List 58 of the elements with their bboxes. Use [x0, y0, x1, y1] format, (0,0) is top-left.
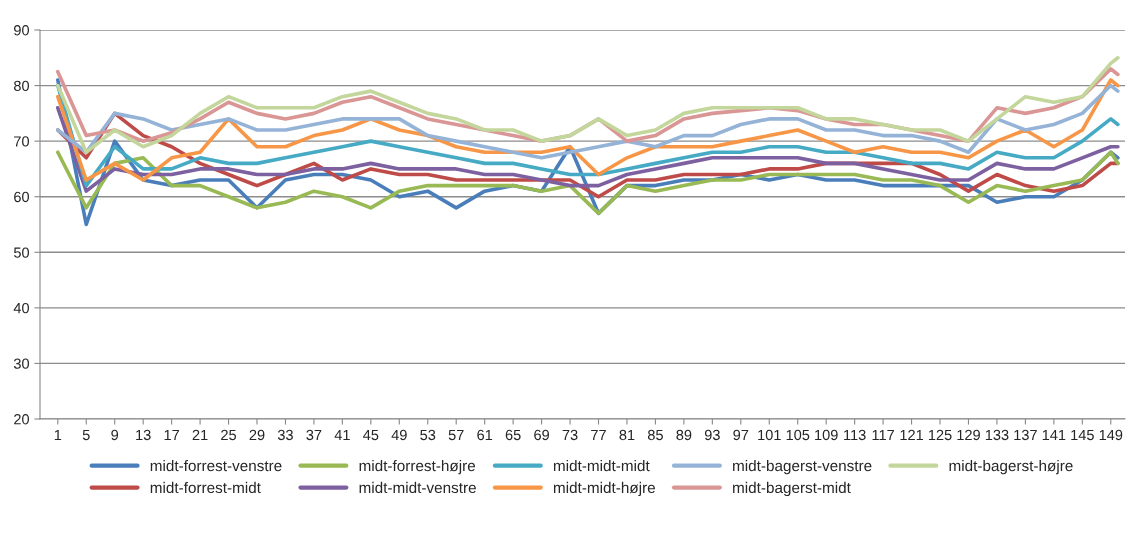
x-tick-label: 37 — [306, 429, 322, 441]
x-tick-label: 73 — [562, 429, 578, 441]
y-tick-label: 20 — [14, 414, 30, 425]
x-tick-label: 97 — [733, 429, 749, 441]
legend-label: midt-midt-venstre — [359, 481, 476, 494]
y-tick-label: 70 — [14, 136, 30, 147]
x-tick-label: 121 — [900, 429, 924, 440]
x-tick-label: 65 — [505, 429, 521, 441]
legend-label: midt-bagerst-midt — [733, 481, 851, 497]
x-tick-label: 77 — [591, 429, 606, 440]
x-tick-label: 1 — [54, 429, 62, 440]
x-tick-label: 17 — [164, 429, 179, 440]
x-tick-label: 81 — [619, 429, 635, 441]
legend-label: midt-forrest-venstre — [150, 459, 282, 472]
x-tick-label: 69 — [534, 429, 550, 441]
x-tick-label: 133 — [985, 429, 1009, 441]
line-series — [55, 55, 1120, 155]
x-tick-label: 53 — [420, 429, 436, 441]
legend-label: midt-forrest-højre — [359, 459, 476, 475]
y-tick-label: 50 — [13, 247, 30, 258]
x-tick-label: 21 — [192, 429, 208, 440]
x-tick-label: 145 — [1071, 429, 1094, 441]
x-tick-label: 57 — [448, 429, 464, 441]
x-tick-label: 33 — [277, 429, 293, 441]
x-tick-label: 109 — [815, 429, 838, 441]
x-tick-label: 149 — [1099, 429, 1123, 441]
y-tick-label: 60 — [14, 191, 30, 203]
x-tick-label: 29 — [249, 429, 265, 441]
x-tick-label: 85 — [647, 429, 663, 441]
x-tick-label: 25 — [221, 429, 237, 441]
legend-label: midt-forrest-midt — [150, 481, 261, 494]
x-tick-label: 113 — [844, 429, 866, 441]
x-tick-label: 13 — [136, 429, 151, 441]
x-tick-label: 9 — [111, 429, 119, 441]
legend-label: midt-bagerst-venstre — [733, 459, 872, 475]
y-tick-label: 40 — [13, 302, 30, 314]
y-tick-label: 90 — [14, 25, 30, 36]
x-tick-label: 5 — [82, 429, 90, 441]
x-tick-label: 45 — [363, 429, 379, 441]
line-series — [55, 150, 1120, 216]
y-tick-label: 30 — [13, 358, 30, 369]
line-series — [55, 83, 1120, 160]
legend-label: midt-midt-midt — [553, 459, 650, 472]
x-tick-label: 125 — [928, 429, 952, 441]
legend-label: midt-midt-højre — [553, 481, 655, 497]
x-tick-label: 141 — [1042, 429, 1066, 440]
x-tick-label: 89 — [676, 429, 692, 441]
x-tick-label: 137 — [1014, 429, 1037, 441]
x-tick-label: 129 — [957, 429, 980, 441]
y-tick-label: 80 — [14, 80, 30, 91]
x-tick-label: 117 — [872, 429, 894, 440]
x-tick-label: 49 — [391, 429, 407, 441]
legend-label: midt-bagerst-højre — [949, 459, 1073, 475]
x-tick-label: 61 — [477, 429, 493, 441]
x-tick-label: 105 — [786, 429, 810, 441]
x-tick-label: 93 — [704, 429, 720, 441]
x-tick-label: 101 — [758, 429, 781, 441]
x-tick-label: 41 — [334, 429, 350, 440]
